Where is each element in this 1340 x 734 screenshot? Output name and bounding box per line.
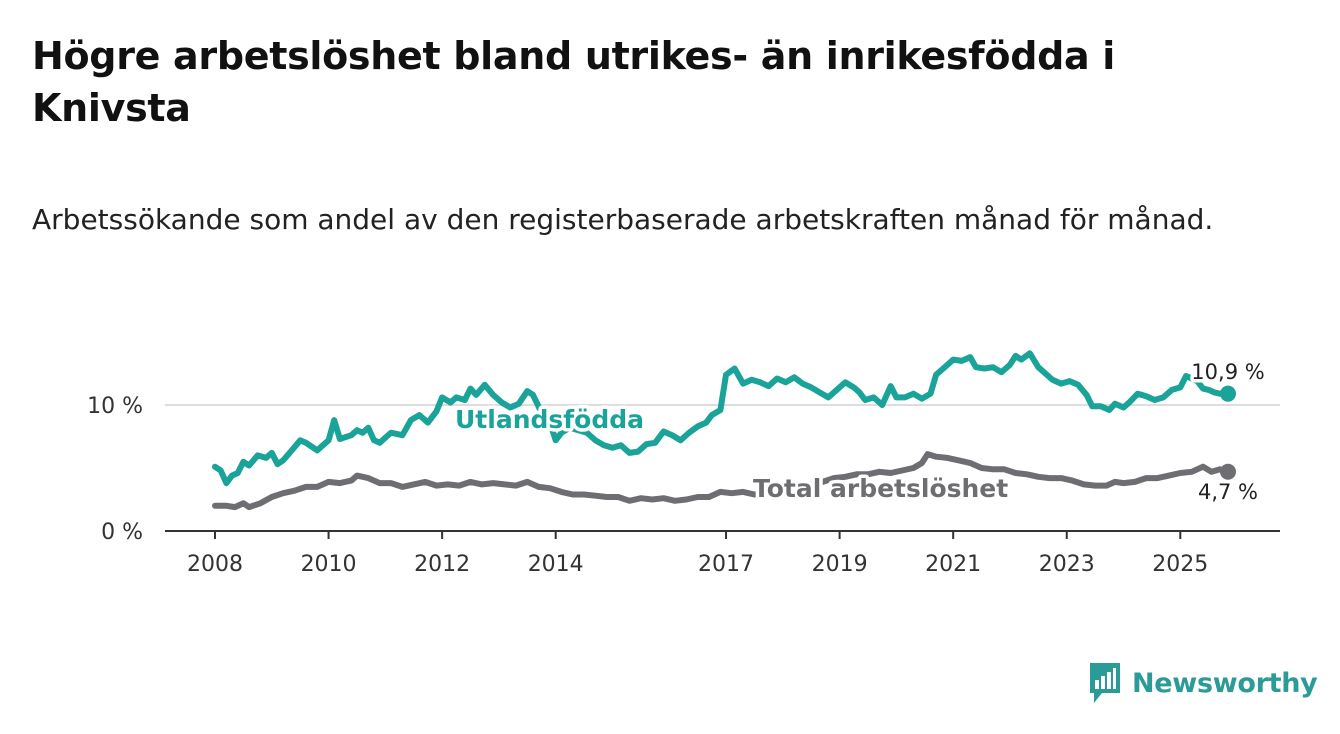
chart-subtitle: Arbetssökande som andel av den registerb… — [32, 203, 1214, 236]
x-tick-label: 2023 — [1039, 552, 1095, 577]
axes: 0 % 10 % 2008 2010 2012 2014 2017 2019 2021 2023 2… — [87, 394, 1280, 577]
x-tick-label: 2019 — [812, 552, 868, 577]
series-labels: Utlandsfödda Total arbetslöshet 10,9 % 4,7 … — [452, 357, 1269, 508]
chart-title: Högre arbetslöshet bland utrikes- än inr… — [32, 34, 1115, 130]
bar-chart-logo-icon — [1090, 663, 1120, 703]
x-tick-label: 2010 — [301, 552, 357, 577]
series-line-utlandsfödda — [212, 350, 1231, 487]
series-lines — [212, 350, 1236, 511]
y-tick-label: 0 % — [101, 520, 143, 545]
series-end-point — [1220, 385, 1236, 402]
end-value-label-total: 4,7 % — [1198, 480, 1258, 504]
series-label-utlandsfodda: Utlandsfödda — [455, 405, 644, 434]
series-label-total: Total arbetslöshet — [753, 474, 1008, 503]
newsworthy-brand: Newsworthy — [1088, 660, 1318, 706]
x-tick-label: 2021 — [925, 552, 981, 577]
x-tick-label: 2008 — [187, 552, 243, 577]
brand-name: Newsworthy — [1132, 667, 1318, 699]
series-line-total-arbetslöshet — [212, 451, 1231, 511]
y-tick-label: 10 % — [87, 394, 143, 419]
x-tick-label: 2014 — [528, 552, 584, 577]
x-tick-label: 2017 — [698, 552, 754, 577]
series-end-point — [1220, 463, 1236, 480]
x-tick-label: 2025 — [1152, 552, 1208, 577]
end-value-label-utlandsfodda: 10,9 % — [1191, 360, 1264, 384]
x-tick-label: 2012 — [414, 552, 470, 577]
